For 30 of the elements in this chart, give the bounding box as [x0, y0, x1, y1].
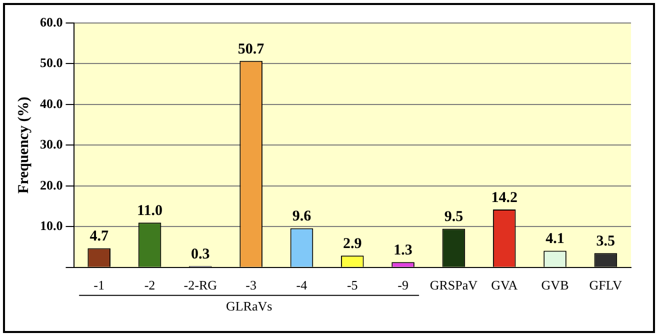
- x-tick-label: -2-RG: [184, 278, 218, 293]
- data-label: 2.9: [343, 236, 362, 252]
- data-label: 3.5: [596, 234, 616, 250]
- x-tick-label: -1: [94, 278, 104, 293]
- x-tick-label: -5: [346, 278, 358, 293]
- text: GLRaVs: [226, 298, 272, 314]
- data-label: 50.7: [238, 41, 265, 58]
- y-tick-label: 50.0: [40, 55, 63, 70]
- y-axis-title: Frequency (%): [16, 96, 32, 194]
- x-tick-label: -3: [246, 278, 256, 293]
- x-tick-label: -9: [398, 278, 408, 293]
- y-tick-label: 60.0: [40, 14, 63, 30]
- data-label: 9.5: [444, 209, 464, 226]
- data-label: 9.6: [292, 208, 312, 225]
- data-label: 14.2: [491, 190, 518, 206]
- data-label: 0.3: [191, 246, 210, 263]
- x-tick-label: -4: [296, 278, 308, 293]
- y-tick-label: 20.0: [40, 177, 63, 192]
- x-tick-label: GRSPaV: [430, 278, 478, 293]
- x-tick-label: GFLV: [589, 278, 623, 293]
- data-label: 4.1: [546, 231, 564, 248]
- data-label: 4.7: [90, 228, 109, 245]
- y-tick-label: 40.0: [40, 96, 63, 111]
- x-tick-label: GVA: [491, 278, 518, 293]
- x-tick-label: -2: [144, 278, 156, 293]
- x-tick-label: GVB: [541, 278, 570, 293]
- y-tick-label: 10.0: [40, 218, 63, 234]
- data-label: 1.3: [394, 242, 412, 258]
- y-tick-label: 30.0: [40, 136, 63, 152]
- data-label: 11.0: [137, 202, 162, 219]
